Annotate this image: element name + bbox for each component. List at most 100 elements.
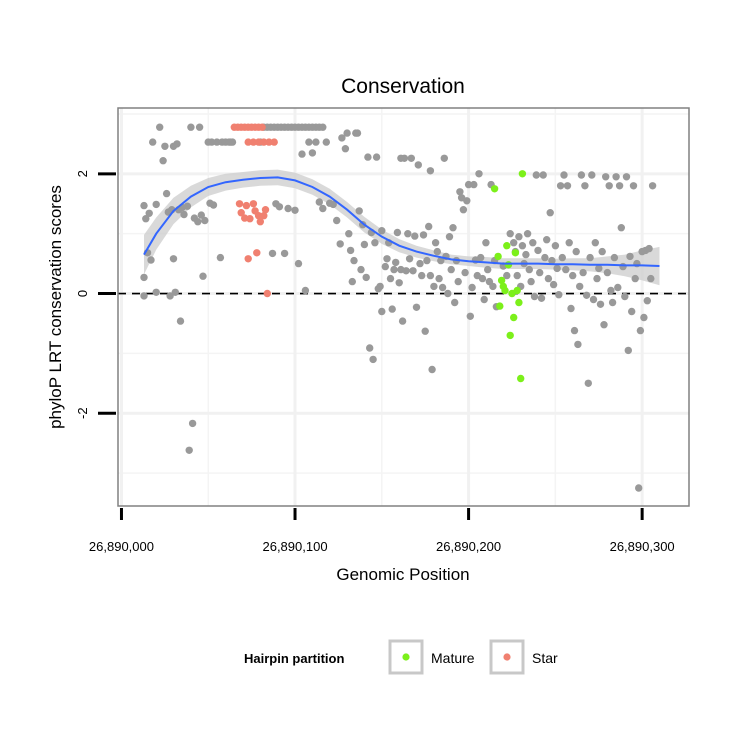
- chart-title: Conservation: [341, 75, 465, 98]
- data-point-other: [527, 277, 535, 286]
- data-point-other: [437, 256, 445, 265]
- data-point-other: [142, 215, 150, 223]
- data-point-other: [348, 277, 356, 286]
- data-point-other: [372, 153, 381, 161]
- data-point-other: [383, 255, 391, 263]
- data-point-other: [626, 252, 634, 261]
- data-point-other: [180, 210, 188, 219]
- data-point-other: [608, 298, 617, 307]
- data-point-other: [275, 203, 284, 211]
- data-point-other: [537, 294, 546, 302]
- data-point-other: [645, 244, 653, 253]
- data-point-other: [600, 321, 608, 329]
- data-point-other: [201, 216, 209, 225]
- data-point-star: [260, 212, 268, 220]
- data-point-other: [404, 230, 412, 238]
- data-point-other: [624, 346, 632, 355]
- data-point-other: [284, 204, 292, 213]
- data-point-other: [366, 344, 374, 352]
- data-point-other: [378, 227, 386, 235]
- data-point-other: [607, 286, 615, 295]
- data-point-other: [140, 201, 148, 210]
- data-point-star: [254, 138, 263, 146]
- data-point-other: [523, 230, 532, 238]
- data-point-other: [536, 268, 544, 277]
- data-point-other: [456, 188, 464, 196]
- data-point-other: [589, 295, 598, 304]
- data-point-other: [208, 138, 216, 146]
- legend-item-mature: Mature: [388, 639, 475, 675]
- data-point-other: [294, 259, 303, 268]
- data-point-other: [350, 256, 358, 265]
- data-point-other: [402, 267, 410, 275]
- data-point-other: [411, 232, 419, 240]
- x-axis-label: Genomic Position: [336, 565, 469, 584]
- data-point-other: [588, 171, 596, 179]
- data-point-other: [280, 249, 289, 258]
- legend-item-star: Star: [489, 639, 558, 675]
- data-point-other: [572, 247, 580, 256]
- data-point-other: [598, 247, 606, 256]
- plot-panel: [117, 107, 690, 507]
- data-point-other: [602, 173, 610, 181]
- data-point-other: [605, 182, 613, 190]
- data-point-other: [565, 239, 573, 247]
- data-point-other: [603, 268, 612, 277]
- data-point-other: [647, 274, 655, 283]
- x-tick-label: 26,890,300: [610, 539, 675, 554]
- data-point-other: [543, 236, 551, 244]
- data-point-other: [522, 250, 530, 259]
- data-point-star: [237, 209, 245, 217]
- data-point-other: [301, 286, 310, 295]
- data-point-other: [176, 317, 185, 325]
- data-point-other: [386, 274, 395, 283]
- data-point-other: [643, 297, 651, 305]
- data-point-other: [209, 201, 218, 209]
- data-point-other: [558, 253, 566, 262]
- data-point-star: [254, 212, 263, 220]
- data-point-other: [183, 202, 192, 210]
- data-point-other: [530, 292, 539, 301]
- data-point-other: [449, 224, 457, 232]
- data-point-other: [546, 209, 554, 217]
- data-point-other: [635, 484, 643, 492]
- y-tick-label: -2: [75, 407, 90, 419]
- data-point-other: [419, 231, 428, 239]
- data-point-other: [268, 249, 277, 258]
- data-point-other: [556, 182, 565, 190]
- y-tick-label: 2: [75, 170, 90, 177]
- x-tick-label: 26,890,000: [89, 539, 154, 554]
- data-point-other: [576, 282, 584, 291]
- data-point-other: [152, 200, 160, 209]
- data-point-other: [459, 206, 468, 214]
- data-point-other: [162, 189, 171, 198]
- data-point-other: [199, 272, 207, 280]
- data-point-other: [484, 265, 492, 274]
- data-point-other: [149, 138, 157, 146]
- data-point-other: [156, 123, 164, 131]
- data-point-other: [595, 264, 603, 273]
- data-point-other: [470, 180, 478, 189]
- data-point-other: [409, 267, 417, 275]
- data-point-other: [525, 265, 533, 274]
- data-point-other: [381, 262, 389, 271]
- data-point-other: [563, 182, 572, 190]
- data-point-other: [140, 292, 148, 300]
- data-point-other: [581, 182, 589, 190]
- data-point-other: [433, 247, 441, 256]
- legend: Hairpin partition Mature Star: [244, 639, 558, 675]
- data-point-other: [482, 239, 490, 247]
- data-point-other: [579, 268, 587, 277]
- data-point-other: [398, 317, 407, 325]
- data-point-other: [333, 216, 341, 225]
- data-point-star: [263, 289, 271, 298]
- data-point-star: [249, 200, 258, 208]
- data-point-other: [477, 253, 485, 262]
- data-point-other: [291, 206, 299, 214]
- data-point-mature: [504, 261, 513, 269]
- data-point-star: [256, 218, 264, 226]
- data-point-other: [444, 289, 452, 298]
- data-point-other: [440, 154, 448, 162]
- y-axis-label: phyloP LRT conservation scores: [46, 185, 65, 429]
